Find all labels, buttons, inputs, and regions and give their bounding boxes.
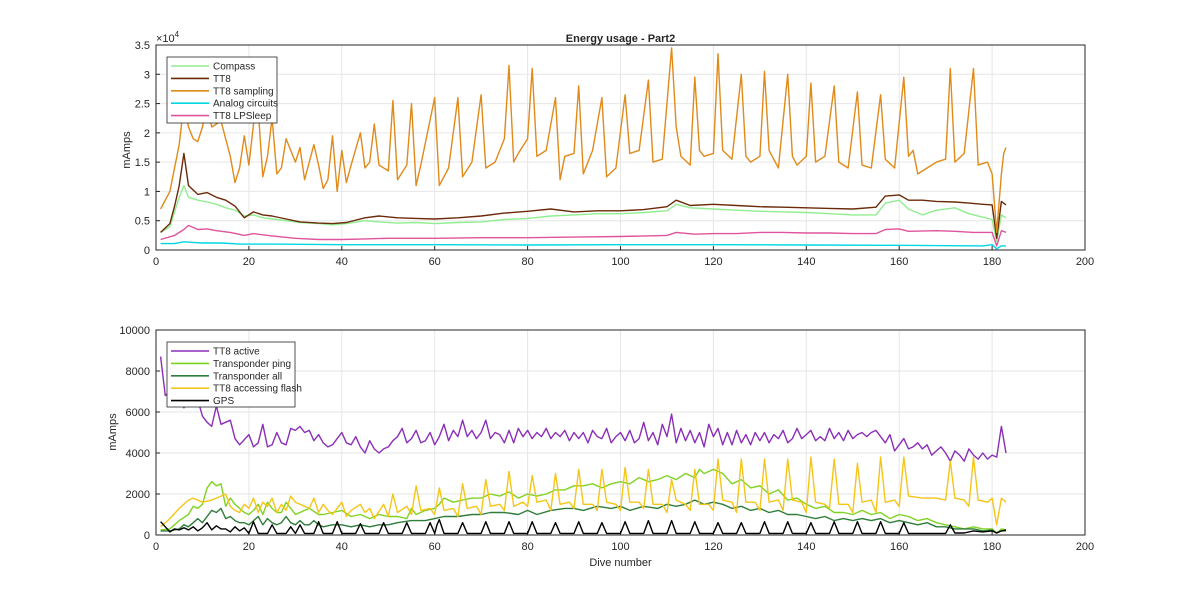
bottom-x-tick-label: 180 [983,541,1001,553]
top-legend-label: TT8 sampling [213,86,274,97]
top-chart-title: Energy usage - Part2 [566,33,675,45]
bottom-x-tick-label: 140 [797,541,815,553]
top-series-line-1 [160,152,1007,239]
bottom-x-tick-label: 160 [890,541,908,553]
top-axes: Energy usage - Part2 mAmps ×104 0 20 40 60 8… [121,30,1094,268]
bottom-y-tick-label: 6000 [126,407,150,419]
bottom-y-tick-label: 2000 [126,489,150,501]
bottom-legend-label: GPS [213,396,234,407]
top-plot-frame [155,44,1086,251]
top-x-tick-label: 20 [243,256,255,268]
top-y-exponent-power: 4 [175,30,180,39]
top-x-tick-label: 0 [153,256,159,268]
top-y-exponent-label: ×104 [156,30,180,45]
bottom-x-tick-label: 120 [704,541,722,553]
bottom-legend-box [166,341,296,408]
bottom-y-tick-label: 0 [144,530,150,542]
bottom-legend-label: TT8 accessing flash [213,384,302,395]
bottom-y-tick-label: 4000 [126,448,150,460]
top-y-axis-label: mAmps [121,131,133,169]
top-ticks: 0 20 40 60 80 100 120 140 160 180 200 0 0.5 1 1.5 2 2.5 3… [135,40,1094,268]
top-x-tick-label: 180 [983,256,1001,268]
top-series-group [159,47,1007,250]
bottom-axes: mAmps Dive number 0 20 40 60 80 100 120 140 160 1… [107,325,1094,569]
bottom-y-tick-label: 8000 [126,366,150,378]
top-series-line-0 [160,184,1007,242]
top-x-tick-label: 60 [429,256,441,268]
top-legend-label: Compass [213,62,255,73]
top-y-tick-label: 1.5 [135,157,150,169]
bottom-x-axis-label: Dive number [589,557,652,569]
top-y-tick-label: 3.5 [135,40,150,52]
bottom-x-tick-label: 100 [611,541,629,553]
bottom-series-line-2 [160,499,1006,534]
bottom-series-line-4 [160,518,1007,535]
top-x-tick-label: 40 [336,256,348,268]
top-y-tick-label: 3 [144,69,150,81]
top-series-line-3 [160,241,1006,250]
bottom-legend-label: Transponder ping [213,359,291,370]
bottom-ticks: 0 20 40 60 80 100 120 140 160 180 2000200040006000… [119,325,1094,553]
top-y-tick-label: 2.5 [135,99,150,111]
top-x-tick-label: 160 [890,256,908,268]
bottom-x-tick-label: 20 [243,541,255,553]
top-y-tick-label: 1 [144,186,150,198]
top-y-tick-label: 0 [144,245,150,257]
bottom-series-line-0 [159,356,1007,462]
bottom-y-axis-label: mAmps [107,413,119,451]
top-series-line-4 [160,224,1007,247]
bottom-series-line-3 [160,456,1007,528]
top-legend-label: TT8 [213,74,231,85]
top-y-tick-label: 0.5 [135,216,150,228]
bottom-legend-label: Transponder all [213,371,282,382]
top-y-tick-label: 2 [144,128,150,140]
top-series-line-2 [159,47,1007,234]
top-x-tick-label: 80 [521,256,533,268]
bottom-series-line-1 [160,468,1007,534]
top-legend-label: Analog circuits [213,99,278,110]
bottom-y-tick-label: 10000 [119,325,150,337]
bottom-plot-frame [155,329,1086,536]
bottom-x-tick-label: 40 [336,541,348,553]
top-x-tick-label: 200 [1076,256,1094,268]
top-x-tick-label: 120 [704,256,722,268]
bottom-x-tick-label: 200 [1076,541,1094,553]
top-x-tick-label: 100 [611,256,629,268]
bottom-series-group [159,356,1007,535]
top-legend-label: TT8 LPSleep [213,111,272,122]
top-y-exponent-base: ×10 [156,33,175,45]
bottom-x-tick-label: 80 [521,541,533,553]
top-x-tick-label: 140 [797,256,815,268]
bottom-legend-label: TT8 active [213,347,260,358]
bottom-x-tick-label: 60 [429,541,441,553]
bottom-x-tick-label: 0 [153,541,159,553]
